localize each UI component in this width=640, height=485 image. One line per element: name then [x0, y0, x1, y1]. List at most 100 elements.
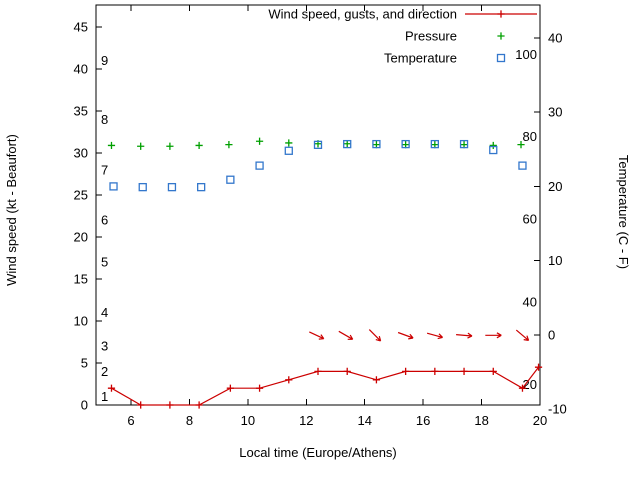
temperature-point: [255, 161, 264, 170]
wind-speed-gusts-and-direction-point: [226, 384, 234, 392]
beaufort-scale-label: 1: [101, 389, 108, 404]
x-tick-label: 18: [474, 413, 488, 428]
wind-direction-arrow: [515, 329, 530, 341]
fahrenheit-scale-label: 20: [523, 377, 537, 392]
plot-border: [95, 4, 541, 406]
temperature-point: [401, 139, 410, 149]
wind-direction-arrow: [338, 330, 354, 340]
y-right-tick-label: 30: [548, 105, 562, 120]
temperature-point: [430, 139, 439, 149]
x-tick-label: 6: [127, 413, 134, 428]
pressure-point: [137, 142, 145, 150]
temperature-point: [459, 139, 469, 149]
beaufort-scale-label: 3: [101, 339, 108, 354]
y-right-tick-label: 10: [548, 253, 562, 268]
wind-speed-gusts-and-direction-point: [534, 363, 543, 371]
wind-speed-gusts-and-direction-point: [402, 367, 410, 376]
pressure-point: [107, 141, 116, 150]
x-tick-label: 8: [186, 413, 193, 428]
wind-speed-gusts-and-direction-point: [489, 367, 497, 376]
wind-speed-gusts-and-direction-point: [166, 401, 174, 409]
beaufort-scale-label: 4: [101, 305, 108, 320]
wind-speed-gusts-and-direction-point: [314, 367, 322, 376]
y-left-tick-label: 45: [74, 20, 88, 35]
fahrenheit-scale-label: 60: [523, 212, 537, 227]
beaufort-scale-label: 7: [101, 162, 108, 177]
beaufort-scale-label: 6: [101, 213, 108, 228]
y-axis-left-title: Wind speed (kt - Beaufort): [4, 134, 19, 286]
temperature-point: [226, 175, 235, 184]
pressure-point: [343, 140, 351, 148]
beaufort-scale-label: 9: [101, 53, 108, 68]
y-left-tick-label: 0: [81, 398, 88, 413]
wind-direction-arrow: [485, 332, 502, 339]
y-left-tick-label: 20: [74, 230, 88, 245]
legend-square-sample: [496, 53, 506, 63]
temperature-point: [167, 182, 177, 192]
wind-speed-line: [111, 366, 539, 406]
wind-speed-gusts-and-direction-point: [107, 384, 116, 392]
y-right-tick-label: 0: [548, 327, 555, 342]
x-tick-label: 10: [241, 413, 255, 428]
y-left-tick-label: 25: [74, 188, 88, 203]
fahrenheit-scale-label: 100: [515, 47, 537, 62]
wind-direction-arrow: [397, 331, 414, 340]
fahrenheit-scale-label: 80: [523, 129, 537, 144]
pressure-point: [489, 141, 497, 150]
pressure-point: [517, 141, 525, 149]
y-left-tick-label: 30: [74, 146, 88, 161]
legend-label-line-plus: Wind speed, gusts, and direction: [268, 7, 457, 22]
legend-plus-sample: [497, 10, 505, 18]
fahrenheit-scale-label: 40: [523, 295, 537, 310]
temperature-point: [138, 182, 147, 192]
y-left-tick-label: 35: [74, 104, 88, 119]
beaufort-scale-label: 8: [101, 112, 108, 127]
beaufort-scale-label: 5: [101, 255, 108, 270]
y-axis-right-title: Temperature (C - F): [616, 155, 631, 269]
beaufort-scale-label: 2: [101, 364, 108, 379]
temperature-point: [197, 182, 206, 192]
x-tick-label: 20: [533, 413, 547, 428]
x-tick-label: 16: [416, 413, 430, 428]
y-left-tick-label: 10: [74, 314, 88, 329]
temperature-point: [284, 146, 293, 155]
wind-speed-gusts-and-direction-point: [343, 367, 351, 376]
y-left-tick-label: 5: [81, 356, 88, 371]
wind-direction-arrow: [426, 332, 444, 340]
temperature-point: [343, 139, 352, 149]
temperature-point: [372, 139, 381, 149]
pressure-point: [255, 137, 264, 145]
y-right-tick-label: -10: [548, 402, 567, 417]
y-right-tick-label: 40: [548, 31, 562, 46]
x-axis-title: Local time (Europe/Athens): [239, 445, 397, 460]
wind-speed-gusts-and-direction-point: [431, 367, 439, 376]
x-tick-label: 12: [299, 413, 313, 428]
wind-direction-arrow: [309, 331, 325, 340]
pressure-point: [195, 141, 203, 150]
wind-speed-gusts-and-direction-point: [195, 401, 203, 409]
wind-speed-gusts-and-direction-point: [518, 384, 527, 392]
wind-speed-gusts-and-direction-point: [255, 384, 264, 392]
temperature-point: [313, 140, 323, 149]
legend-label-plus: Pressure: [405, 29, 457, 44]
legend-plus-sample: [497, 32, 505, 40]
wind-direction-arrow: [368, 329, 382, 342]
y-right-tick-label: 20: [548, 179, 562, 194]
temperature-point: [489, 145, 498, 155]
x-tick-label: 14: [358, 413, 372, 428]
pressure-point: [225, 141, 233, 149]
y-left-tick-label: 15: [74, 272, 88, 287]
temperature-point: [518, 161, 527, 170]
wind-speed-gusts-and-direction-point: [460, 367, 468, 376]
pressure-point: [166, 142, 174, 150]
temperature-point: [109, 182, 118, 191]
wind-speed-gusts-and-direction-point: [137, 401, 145, 409]
wind-speed-gusts-and-direction-point: [285, 376, 293, 384]
legend-label-square: Temperature: [384, 51, 457, 66]
y-left-tick-label: 40: [74, 62, 88, 77]
wind-speed-gusts-and-direction-point: [372, 376, 381, 384]
pressure-point: [285, 139, 293, 147]
wind-direction-arrow: [456, 332, 473, 339]
